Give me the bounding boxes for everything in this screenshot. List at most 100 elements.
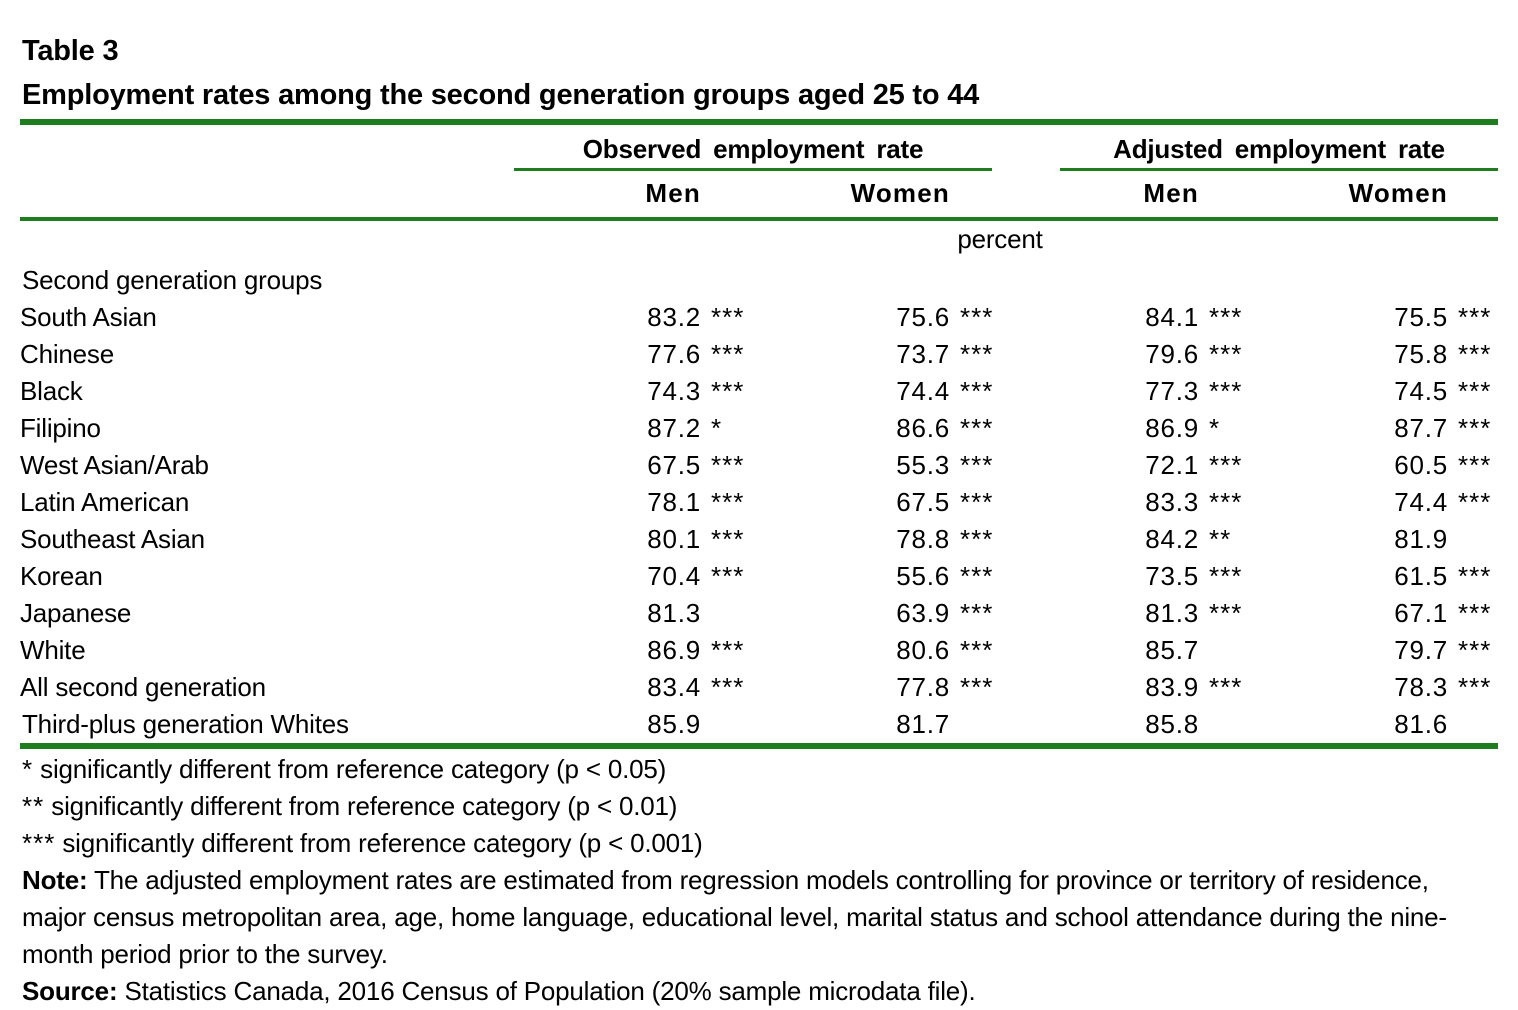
significance-stars: [701, 600, 751, 626]
rate-value: 60.5: [1394, 450, 1448, 480]
significance-stars: *: [1209, 413, 1221, 443]
observed-women-header: Women: [850, 178, 950, 208]
row-label: South Asian: [20, 302, 157, 332]
rate-cell: 78.8 ***: [751, 521, 1000, 558]
rate-cell: 85.7: [1000, 632, 1249, 669]
rate-value: 81.9: [1394, 524, 1448, 554]
row-label: Japanese: [20, 598, 132, 628]
significance-text: significantly different from reference c…: [44, 791, 678, 821]
rate-value: 70.4: [647, 561, 701, 591]
title-rule: [20, 119, 1498, 125]
rate-cell: 74.4 ***: [751, 373, 1000, 410]
significance-symbol: ***: [22, 828, 56, 858]
rate-cell: 81.3: [502, 595, 751, 632]
rate-value: 85.8: [1145, 709, 1199, 739]
table-row: Korean 70.4 *** 55.6 *** 73.5 *** 61.5 ***: [20, 558, 1498, 595]
significance-stars: ***: [1458, 339, 1492, 369]
rate-cell: 83.9 ***: [1000, 669, 1249, 706]
rate-cell: [1000, 258, 1249, 299]
rate-value: 77.8: [896, 672, 950, 702]
significance-text: significantly different from reference c…: [55, 828, 703, 858]
significance-stars: [950, 711, 1000, 737]
note-text: The adjusted employment rates are estima…: [22, 865, 1447, 969]
row-label: Korean: [20, 561, 103, 591]
significance-stars: ***: [960, 524, 994, 554]
rate-value: 75.5: [1394, 302, 1448, 332]
rate-cell: 74.3 ***: [502, 373, 751, 410]
rate-cell: 78.3 ***: [1249, 669, 1498, 706]
empty-corner-cell: [20, 125, 502, 171]
significance-stars: ***: [711, 450, 745, 480]
significance-stars: ***: [1209, 672, 1243, 702]
significance-stars: *: [711, 413, 723, 443]
rate-value: 80.1: [647, 524, 701, 554]
significance-stars: ***: [711, 524, 745, 554]
significance-note: * significantly different from reference…: [22, 751, 1498, 788]
rate-cell: 80.6 ***: [751, 632, 1000, 669]
significance-stars: ***: [1458, 376, 1492, 406]
rate-value: 72.1: [1145, 450, 1199, 480]
significance-stars: ***: [1209, 339, 1243, 369]
row-label: All second generation: [20, 672, 266, 702]
adjusted-women-header: Women: [1348, 178, 1448, 208]
rate-cell: 87.7 ***: [1249, 410, 1498, 447]
footnotes: * significantly different from reference…: [20, 751, 1498, 1010]
significance-stars: ***: [711, 487, 745, 517]
significance-stars: ***: [960, 302, 994, 332]
significance-stars: **: [1209, 524, 1232, 554]
star-slot-spacer: [701, 178, 751, 209]
rate-value: 86.9: [647, 635, 701, 665]
rate-value: 55.6: [896, 561, 950, 591]
significance-stars: ***: [1458, 672, 1492, 702]
significance-stars: ***: [711, 561, 745, 591]
significance-stars: [1448, 711, 1498, 737]
star-slot-spacer: [1448, 178, 1498, 209]
significance-stars: ***: [1458, 302, 1492, 332]
rate-cell: 79.7 ***: [1249, 632, 1498, 669]
column-header-row: Men Women Men Women: [20, 171, 1498, 221]
observed-group-header: Observed employment rate: [514, 134, 992, 171]
table-row: Japanese 81.3 63.9 *** 81.3 *** 67.1 ***: [20, 595, 1498, 632]
row-label: Third-plus generation Whites: [22, 709, 349, 739]
table-row: Second generation groups: [20, 258, 1498, 299]
rate-cell: 60.5 ***: [1249, 447, 1498, 484]
unit-label: percent: [957, 224, 1043, 254]
rate-value: 75.8: [1394, 339, 1448, 369]
rate-cell: 70.4 ***: [502, 558, 751, 595]
significance-symbol: *: [22, 754, 34, 784]
table-row: White 86.9 *** 80.6 *** 85.7 79.7 ***: [20, 632, 1498, 669]
rate-cell: 83.4 ***: [502, 669, 751, 706]
row-label: West Asian/Arab: [20, 450, 209, 480]
row-label: Black: [20, 376, 83, 406]
table-number: Table 3: [22, 35, 119, 67]
rate-cell: 67.1 ***: [1249, 595, 1498, 632]
row-label: White: [20, 635, 86, 665]
rate-value: 77.3: [1145, 376, 1199, 406]
rate-cell: 81.6: [1249, 706, 1498, 743]
rate-cell: 85.8: [1000, 706, 1249, 743]
rate-cell: 84.1 ***: [1000, 299, 1249, 336]
significance-stars: ***: [711, 635, 745, 665]
rate-cell: 75.5 ***: [1249, 299, 1498, 336]
rate-value: 78.8: [896, 524, 950, 554]
rate-cell: 86.6 ***: [751, 410, 1000, 447]
rate-value: 86.9: [1145, 413, 1199, 443]
rate-cell: 86.9 ***: [502, 632, 751, 669]
rate-value: 75.6: [896, 302, 950, 332]
table-row: Filipino 87.2 * 86.6 *** 86.9 * 87.7 ***: [20, 410, 1498, 447]
table-row: Chinese 77.6 *** 73.7 *** 79.6 *** 75.8 ***: [20, 336, 1498, 373]
rate-value: 83.9: [1145, 672, 1199, 702]
rate-value: 80.6: [896, 635, 950, 665]
rate-value: 73.7: [896, 339, 950, 369]
rate-value: 87.2: [647, 413, 701, 443]
rate-value: 67.1: [1394, 598, 1448, 628]
rate-value: 81.3: [647, 598, 701, 628]
rate-value: 83.2: [647, 302, 701, 332]
rate-cell: 74.5 ***: [1249, 373, 1498, 410]
table-row: West Asian/Arab 67.5 *** 55.3 *** 72.1 *** 60.5…: [20, 447, 1498, 484]
table-row: Southeast Asian 80.1 *** 78.8 *** 84.2 ** 81.9: [20, 521, 1498, 558]
star-slot-spacer: [950, 178, 1000, 209]
rate-value: 61.5: [1394, 561, 1448, 591]
rate-value: 78.3: [1394, 672, 1448, 702]
rate-cell: 81.3 ***: [1000, 595, 1249, 632]
